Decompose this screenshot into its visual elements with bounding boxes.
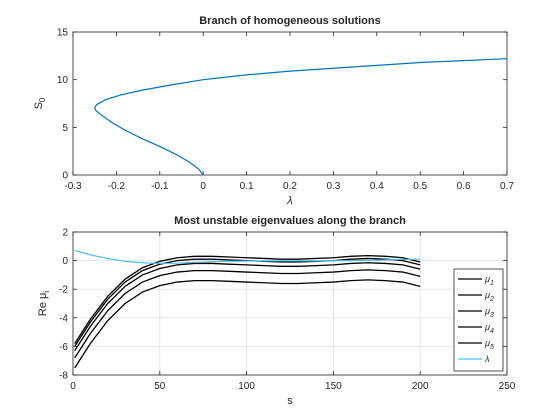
axes-box — [72, 31, 508, 176]
label-main: μ — [484, 338, 490, 348]
label-subscript: 1 — [490, 280, 494, 287]
label-subscript: 2 — [489, 296, 494, 303]
x-tick-label: 200 — [412, 381, 429, 392]
y-tick-label: -4 — [59, 313, 68, 324]
y-tick-label: 10 — [57, 75, 69, 86]
label-main: Re μ — [37, 293, 49, 316]
label-subscript: 5 — [490, 344, 494, 351]
series-line-4 — [74, 269, 421, 359]
x-tick-label: 150 — [325, 381, 342, 392]
x-tick-label: 100 — [238, 381, 255, 392]
axes-box — [72, 231, 508, 376]
label-subscript: 4 — [490, 328, 494, 335]
series-line-5 — [74, 279, 421, 369]
x-axis-label: λ — [286, 195, 292, 207]
x-tick-label: 0.7 — [500, 181, 514, 192]
y-tick-label: 0 — [62, 171, 68, 182]
series-line-3 — [74, 262, 421, 352]
y-axis-label: Re μi — [37, 291, 51, 316]
legend-entry: μ3 — [484, 306, 494, 319]
label-main: S — [33, 102, 45, 109]
legend-box — [453, 268, 504, 372]
x-tick-label: 0.3 — [326, 181, 340, 192]
series-line-1 — [74, 254, 421, 344]
x-tick-label: 0.2 — [283, 181, 297, 192]
y-tick-label: -6 — [59, 342, 68, 353]
label-subscript: 3 — [490, 312, 494, 319]
label-main: μ — [484, 306, 490, 316]
label-main: μ — [484, 322, 490, 332]
x-tick-label: 0 — [200, 181, 206, 192]
x-tick-label: 0 — [70, 381, 76, 392]
x-tick-label: 0.5 — [413, 181, 427, 192]
legend-entry: λ — [484, 354, 489, 364]
y-axis-label: S0 — [33, 97, 47, 109]
x-tick-label: -0.2 — [108, 181, 126, 192]
label-main: μ — [484, 274, 490, 284]
y-tick-label: 5 — [62, 123, 68, 134]
y-tick-label: -8 — [59, 371, 68, 382]
chart-title: Most unstable eigenvalues along the bran… — [174, 215, 406, 227]
label-subscript: i — [42, 291, 51, 293]
legend-entry: μ1 — [484, 274, 494, 287]
chart-1: -0.3 -0.2 -0.1 0 0.1 0.2 0.3 0.4 0.5 0.6 0.7 0 5 10 15… — [33, 15, 514, 207]
series-line-6 — [74, 250, 421, 265]
x-axis-label: s — [287, 395, 293, 407]
x-tick-label: 50 — [154, 381, 166, 392]
y-tick-label: -2 — [59, 285, 68, 296]
x-tick-label: 0.6 — [457, 181, 471, 192]
label-main: μ — [484, 290, 490, 300]
x-tick-label: -0.1 — [151, 181, 169, 192]
x-tick-label: 0.1 — [240, 181, 254, 192]
x-tick-label: 250 — [499, 381, 516, 392]
label-main: λ — [484, 354, 489, 364]
legend-entry: μ5 — [484, 338, 494, 351]
x-tick-label: 0.4 — [370, 181, 384, 192]
y-tick-label: 0 — [62, 256, 68, 267]
chart-2: 0 50 100 150 200 250 -8 -6 -4 -2 0 2 Most unstable e… — [37, 215, 516, 407]
y-tick-label: 2 — [62, 228, 68, 239]
legend-entry: μ2 — [484, 290, 494, 303]
x-tick-label: -0.3 — [64, 181, 82, 192]
y-tick-label: 15 — [57, 28, 69, 39]
chart-title: Branch of homogeneous solutions — [199, 15, 381, 27]
label-subscript: 0 — [38, 97, 47, 102]
series-line-1 — [94, 58, 507, 175]
legend-entry: μ4 — [484, 322, 494, 335]
